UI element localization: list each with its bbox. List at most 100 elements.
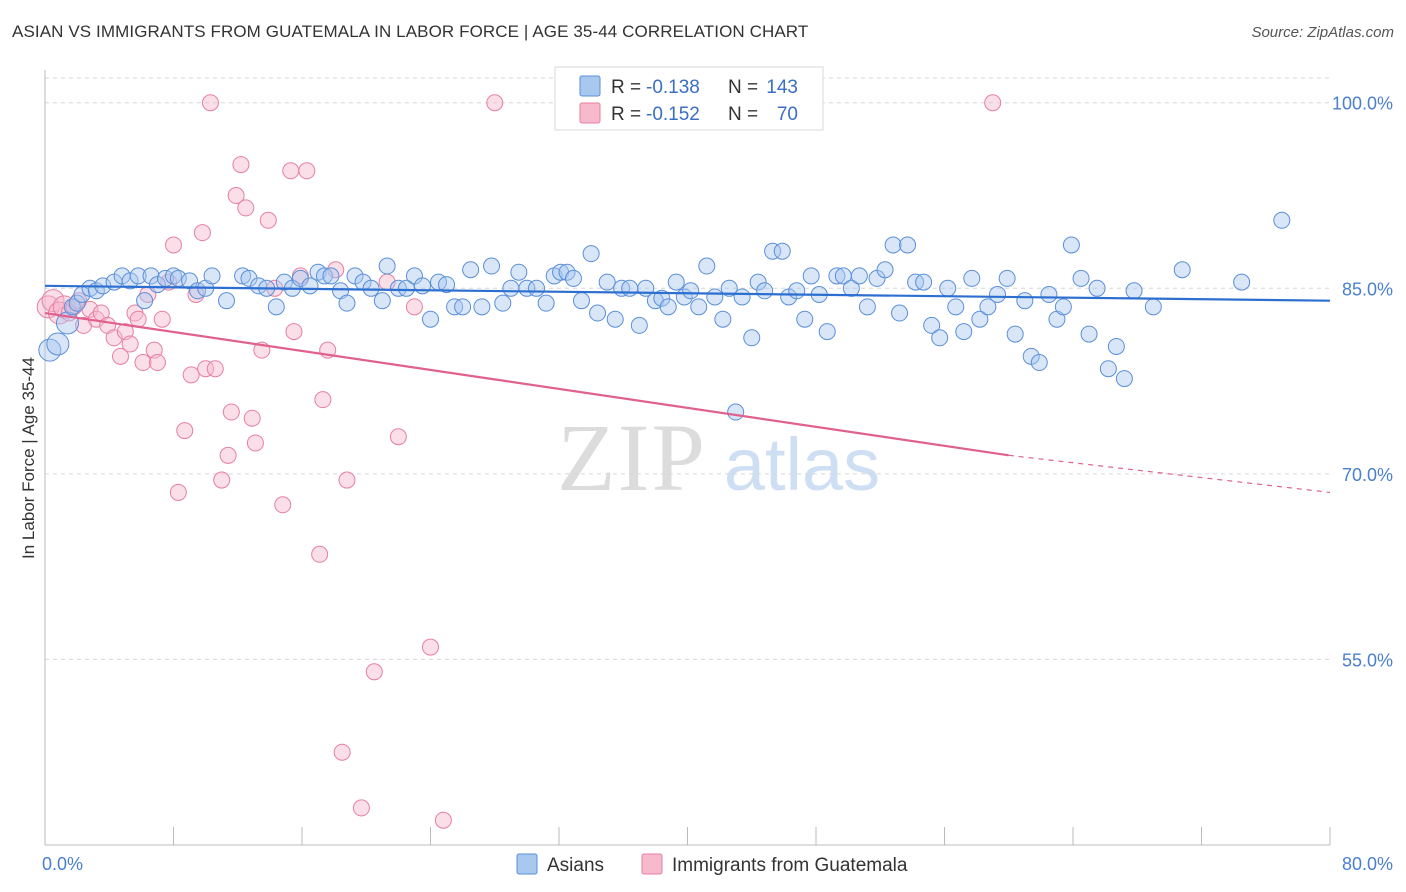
y-tick-label-85: 85.0%: [1342, 279, 1393, 299]
point-asians-86: [733, 288, 751, 306]
point-guatemala-46: [285, 323, 303, 341]
y-axis-label: In Labor Force | Age 35-44: [19, 357, 38, 559]
legend-n-label-guatemala: N =: [728, 104, 758, 125]
point-guatemala-37: [232, 156, 250, 174]
point-asians-128: [1072, 269, 1090, 287]
y-tick-label-55: 55.0%: [1342, 650, 1393, 670]
point-guatemala-62: [486, 94, 504, 112]
point-asians-66: [582, 245, 600, 263]
point-guatemala-29: [193, 224, 211, 242]
watermark-zip: ZIP: [557, 404, 707, 511]
point-asians-111: [931, 329, 949, 347]
point-guatemala-26: [176, 422, 194, 440]
trend-lines: [44, 284, 1331, 494]
point-asians-90: [764, 242, 782, 260]
point-asians-35: [322, 267, 340, 285]
point-asians-129: [1080, 325, 1098, 343]
point-asians-130: [1088, 279, 1106, 297]
point-asians-4: [68, 294, 86, 312]
series-guatemala-points: [36, 94, 1002, 829]
point-asians-37: [338, 294, 356, 312]
point-asians-11: [121, 272, 139, 290]
point-asians-121: [1016, 292, 1034, 310]
point-asians-132: [1107, 337, 1125, 355]
point-guatemala-24: [165, 236, 182, 254]
point-asians-72: [630, 316, 648, 334]
point-asians-107: [899, 236, 917, 254]
point-asians-79: [682, 282, 700, 300]
point-asians-101: [850, 267, 868, 285]
point-asians-40: [362, 279, 380, 297]
point-asians-123: [1030, 354, 1048, 372]
point-guatemala-17: [129, 310, 147, 328]
point-guatemala-54: [338, 471, 356, 489]
point-asians-47: [422, 310, 439, 328]
point-asians-93: [788, 282, 806, 300]
point-guatemala-58: [389, 428, 407, 446]
point-asians-60: [537, 294, 555, 312]
point-guatemala-13: [111, 347, 129, 365]
point-asians-131: [1099, 360, 1117, 378]
point-asians-113: [947, 298, 965, 316]
legend-r-value-guatemala: -0.152: [646, 104, 700, 125]
point-guatemala-44: [274, 496, 292, 514]
point-asians-12: [129, 267, 147, 285]
point-asians-63: [558, 263, 576, 281]
legend-swatch-guatemala: [579, 102, 601, 124]
point-asians-126: [1054, 298, 1072, 316]
legend-bottom-swatch-guatemala: [641, 853, 663, 875]
point-asians-80: [690, 298, 708, 316]
point-asians-138: [1273, 211, 1291, 229]
point-guatemala-56: [365, 663, 383, 681]
point-asians-106: [891, 304, 909, 322]
point-guatemala-18: [134, 354, 152, 372]
point-guatemala-36: [227, 187, 245, 205]
trend-line-guatemala: [44, 311, 1009, 457]
point-asians-116: [971, 310, 989, 328]
point-asians-76: [659, 298, 677, 316]
point-asians-98: [828, 267, 846, 285]
point-asians-82: [706, 288, 724, 306]
point-asians-104: [876, 261, 894, 279]
point-asians-64: [564, 269, 582, 287]
point-guatemala-30: [197, 360, 215, 378]
point-guatemala-49: [311, 545, 329, 563]
legend-bottom-swatch-asians: [516, 853, 538, 875]
point-asians-127: [1062, 236, 1080, 254]
point-guatemala-45: [282, 162, 300, 180]
legend-n-value-guatemala: 70: [777, 104, 798, 125]
legend-n-value-asians: 143: [766, 77, 798, 98]
point-asians-69: [606, 310, 624, 328]
point-asians-109: [915, 273, 933, 291]
point-asians-71: [621, 279, 639, 297]
point-asians-23: [218, 292, 236, 310]
point-guatemala-27: [182, 366, 200, 384]
point-guatemala-34: [219, 446, 237, 464]
point-guatemala-33: [213, 471, 231, 489]
legend-r-label-asians: R =: [611, 77, 641, 98]
point-asians-83: [714, 310, 732, 328]
point-guatemala-35: [222, 403, 240, 421]
point-asians-75: [653, 289, 671, 307]
y-tick-labels: 55.0% 70.0% 85.0% 100.0%: [1332, 94, 1393, 671]
legend-top: R = -0.138 N = 143 R = -0.152 N = 70: [554, 66, 824, 131]
point-guatemala-1: [41, 289, 65, 313]
y-tick-label-70: 70.0%: [1342, 465, 1393, 485]
legend-bottom-label-guatemala: Immigrants from Guatemala: [672, 855, 908, 876]
point-asians-97: [818, 323, 836, 341]
point-asians-57: [510, 263, 528, 281]
point-guatemala-22: [153, 310, 171, 328]
point-asians-95: [802, 267, 820, 285]
point-guatemala-39: [243, 409, 261, 427]
point-asians-114: [955, 323, 973, 341]
trend-line-dashed-guatemala: [1008, 454, 1331, 494]
point-guatemala-21: [148, 354, 166, 372]
point-asians-22: [203, 267, 221, 285]
legend-swatch-asians: [579, 75, 601, 97]
point-guatemala-32: [206, 360, 224, 378]
x-tick-marks: [44, 827, 1331, 845]
point-guatemala-60: [422, 638, 439, 656]
point-asians-88: [749, 273, 767, 291]
point-asians-65: [572, 292, 590, 310]
trend-line-asians: [44, 284, 1331, 302]
